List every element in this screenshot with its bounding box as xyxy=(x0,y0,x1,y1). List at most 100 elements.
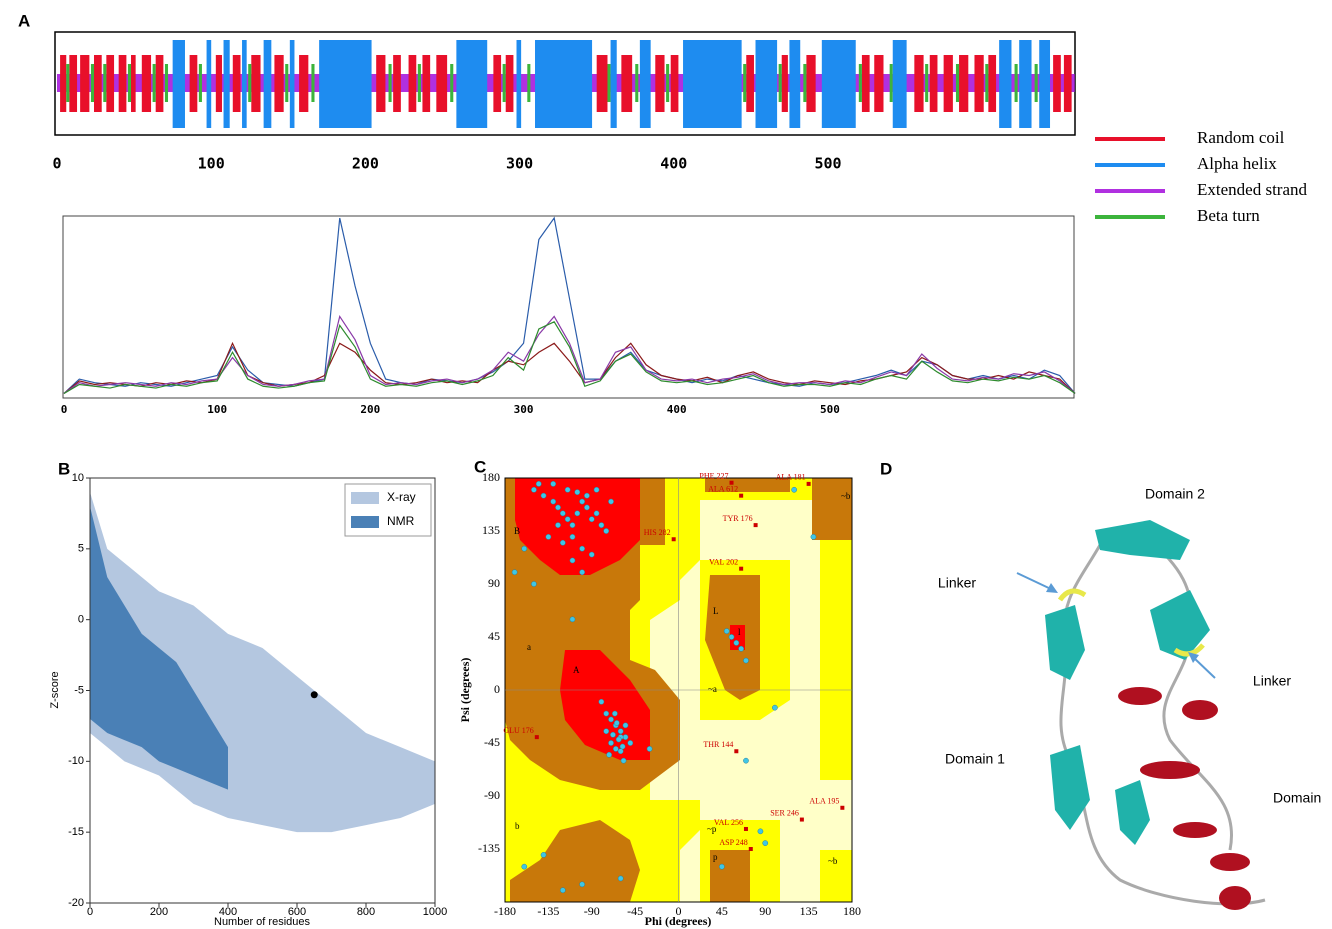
residue-point xyxy=(559,887,566,894)
x-tick-label: 300 xyxy=(506,155,533,173)
y-tick-label: -135 xyxy=(478,841,500,855)
structure-segment xyxy=(535,40,593,128)
residue-point xyxy=(569,557,576,564)
outlier-point xyxy=(671,537,676,542)
outlier-point xyxy=(739,566,744,571)
structure-segment xyxy=(610,40,617,128)
structure-segment xyxy=(1034,64,1038,102)
structure-segment xyxy=(232,55,241,112)
outlier-label: ALA 195 xyxy=(809,797,839,806)
outlier-label: VAL 202 xyxy=(709,558,738,567)
y-tick-label: 90 xyxy=(488,576,500,590)
residue-point xyxy=(564,486,571,493)
structure-segment xyxy=(781,55,788,112)
structure-segment xyxy=(289,40,295,128)
y-axis-label: Z-score xyxy=(49,671,61,708)
residue-point xyxy=(593,486,600,493)
residue-point xyxy=(559,539,566,546)
residue-point xyxy=(743,657,749,664)
region-label: L xyxy=(713,606,719,616)
residue-point xyxy=(588,516,595,523)
x-axis-label: Phi (degrees) xyxy=(645,914,712,928)
y-tick-label: -15 xyxy=(68,826,84,838)
residue-point xyxy=(762,840,769,846)
structure-segment xyxy=(655,55,665,112)
structure-segment xyxy=(311,64,315,102)
structure-segment xyxy=(274,55,284,112)
structure-segment xyxy=(635,64,639,102)
outlier-point xyxy=(743,826,748,831)
structure-segment xyxy=(1019,40,1032,128)
residue-point xyxy=(598,698,605,705)
legend-swatch xyxy=(351,492,379,504)
x-tick-label: 500 xyxy=(814,155,841,173)
residue-point xyxy=(531,486,537,493)
residue-point xyxy=(617,728,624,735)
structure-segment xyxy=(743,64,747,102)
protein-structure xyxy=(1016,520,1266,910)
structure-segment xyxy=(422,55,431,112)
outlier-label: ALA 612 xyxy=(708,484,738,493)
structure-segment xyxy=(251,55,261,112)
profile-line xyxy=(63,341,1076,394)
region-label: B xyxy=(514,526,520,536)
structure-segment xyxy=(778,64,782,102)
structure-segment xyxy=(90,64,95,102)
residue-point xyxy=(550,481,557,487)
structure-segment xyxy=(1053,55,1061,112)
x-tick-label: 400 xyxy=(667,403,687,416)
structure-segment xyxy=(683,40,742,128)
region-label: b xyxy=(515,821,520,831)
residue-point xyxy=(511,569,518,576)
structure-segment xyxy=(1063,55,1072,112)
region-label: a xyxy=(527,642,531,652)
x-tick-label: -90 xyxy=(584,904,600,918)
legend-label: NMR xyxy=(387,514,415,528)
x-tick-label: 90 xyxy=(759,904,771,918)
outlier-point xyxy=(840,805,845,810)
structure-segment xyxy=(263,40,272,128)
residue-point xyxy=(603,710,610,717)
outlier-label: ASP 248 xyxy=(719,838,747,847)
outlier-point xyxy=(734,749,739,754)
y-tick-label: 10 xyxy=(72,472,84,484)
structure-segment xyxy=(1014,64,1018,102)
residue-point xyxy=(613,720,620,726)
structure-segment xyxy=(607,64,611,102)
structure-segment xyxy=(803,64,807,102)
y-tick-label: 5 xyxy=(78,543,84,555)
residue-point xyxy=(555,522,561,528)
residue-point xyxy=(569,522,576,528)
residue-point xyxy=(620,757,627,764)
residue-point xyxy=(603,728,610,735)
structure-segment xyxy=(198,64,202,102)
structure-segment xyxy=(985,64,989,102)
residue-point xyxy=(610,731,616,738)
residue-point xyxy=(593,510,600,517)
y-tick-label: -20 xyxy=(68,897,84,909)
legend-swatch xyxy=(351,516,379,528)
region-label: ~b xyxy=(841,491,851,501)
structure-segment xyxy=(988,55,997,112)
structure-segment xyxy=(299,55,309,112)
outlier-point xyxy=(799,817,804,822)
region-label: ~b xyxy=(828,856,838,866)
structure-segment xyxy=(436,55,448,112)
residue-point xyxy=(619,743,626,750)
structure-segment xyxy=(858,64,862,102)
residue-point xyxy=(723,628,730,634)
residue-point xyxy=(540,492,547,499)
panel-label: C xyxy=(474,457,486,476)
structure-segment xyxy=(914,55,924,112)
y-tick-label: 0 xyxy=(494,682,500,696)
region-label: ~a xyxy=(708,684,717,694)
structure-segment xyxy=(106,55,115,112)
residue-point xyxy=(564,516,571,523)
x-tick-label: 0 xyxy=(52,155,61,173)
residue-point xyxy=(579,545,585,552)
x-tick-label: 0 xyxy=(676,904,682,918)
structure-segment xyxy=(152,64,156,102)
outlier-point xyxy=(534,735,539,740)
